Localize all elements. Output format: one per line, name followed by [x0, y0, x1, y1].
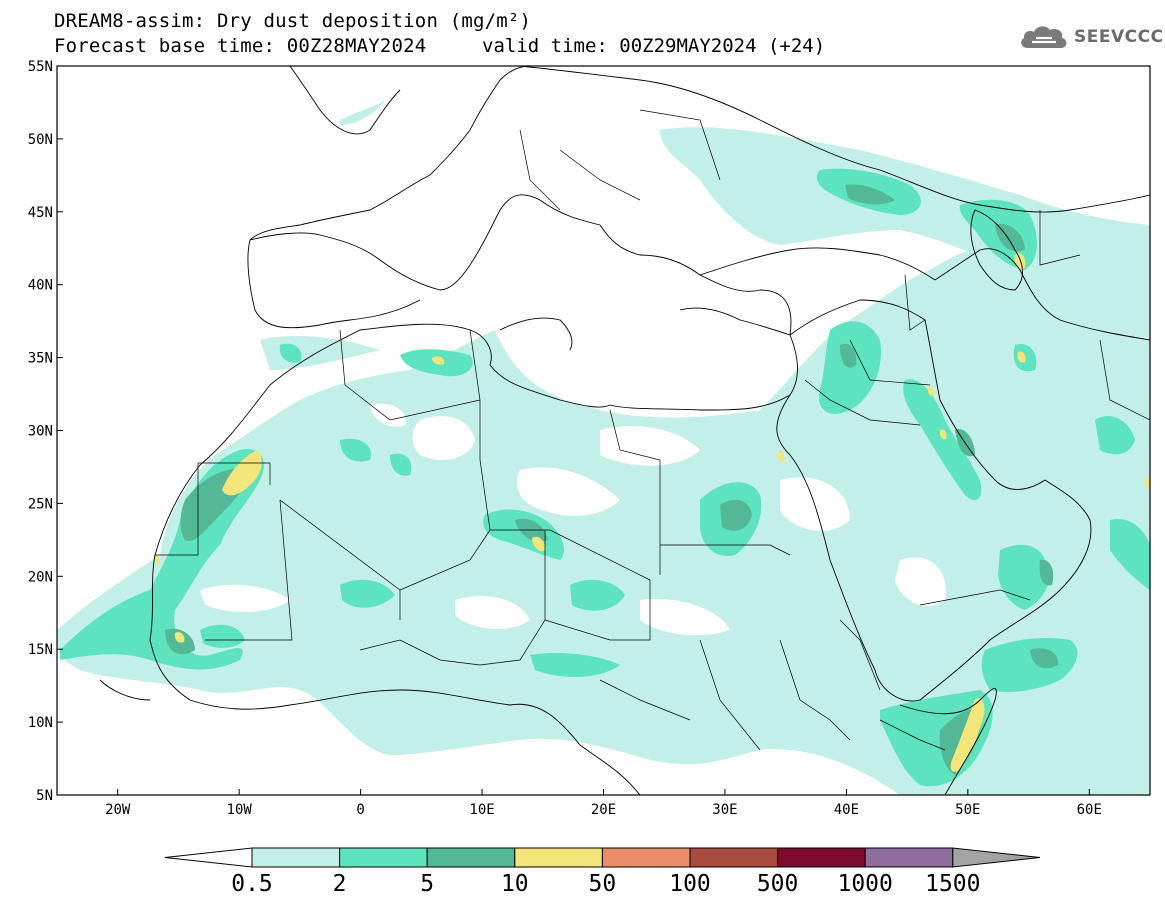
lon-tick-label: 30E	[712, 802, 737, 818]
colorbar-label: 1000	[837, 871, 893, 897]
colorbar-box	[339, 847, 428, 868]
colorbar-label: 500	[756, 871, 799, 897]
lon-tick-label: 50E	[955, 802, 980, 818]
lat-tick-label: 50N	[28, 132, 53, 148]
colorbar-label: 0.5	[231, 871, 273, 897]
lat-tick-label: 45N	[28, 205, 53, 221]
lat-tick-label: 40N	[28, 278, 53, 294]
colorbar-box	[864, 847, 954, 868]
colorbar-box	[251, 847, 341, 868]
lon-tick-label: 10E	[469, 802, 494, 818]
lat-tick-label: 35N	[28, 351, 53, 367]
lon-tick-label: 10W	[227, 802, 253, 818]
colorbar-box	[426, 847, 516, 868]
lat-tick-label: 15N	[28, 642, 53, 658]
coastlines	[99, 66, 1150, 795]
country-borders	[155, 109, 1150, 751]
colorbar-box	[777, 847, 866, 868]
colorbar-label: 2	[332, 871, 347, 897]
lon-tick-label: 60E	[1077, 802, 1102, 818]
colorbar-label: 100	[669, 871, 711, 897]
lat-tick-label: 20N	[28, 569, 53, 585]
deposition-level-10	[154, 253, 1150, 772]
lat-tick-label: 5N	[36, 788, 53, 804]
valid-time: valid time: 00Z29MAY2024 (+24)	[482, 35, 826, 57]
lon-tick-label: 0	[356, 802, 364, 818]
colorbar-label: 50	[588, 871, 617, 897]
forecast-base-time: Forecast base time: 00Z28MAY2024	[54, 35, 427, 57]
colorbar-box	[689, 847, 779, 868]
longitude-axis: 20W 10W 0 10E 20E 30E 40E 50E 60E	[105, 789, 1102, 818]
logo-text: SEEVCCC	[1074, 27, 1164, 47]
colorbar-label: 5	[420, 871, 435, 897]
lon-tick-label: 40E	[834, 802, 859, 818]
lon-tick-label: 20W	[105, 802, 131, 818]
colorbar-under-triangle	[164, 847, 253, 868]
colorbar-label: 10	[500, 871, 529, 897]
lat-tick-label: 30N	[28, 424, 53, 440]
lat-tick-label: 55N	[28, 59, 53, 75]
seevccc-logo: SEEVCCC	[1018, 22, 1164, 52]
latitude-axis: 55N 50N 45N 40N 35N 30N 25N 20N 15N 10N 5N	[28, 59, 63, 804]
map-title: DREAM8-assim: Dry dust deposition (mg/m²…	[54, 10, 532, 32]
lat-tick-label: 10N	[28, 715, 53, 731]
colorbar-over-triangle	[952, 847, 1041, 868]
colorbar-box	[601, 847, 691, 868]
colorbar-box	[514, 847, 603, 868]
colorbar-label: 1500	[925, 871, 981, 897]
lat-tick-label: 25N	[28, 496, 53, 512]
deposition-field	[57, 100, 1150, 795]
lon-tick-label: 20E	[591, 802, 616, 818]
cloud-logo-icon	[1021, 26, 1067, 48]
deposition-below-threshold	[200, 234, 946, 636]
